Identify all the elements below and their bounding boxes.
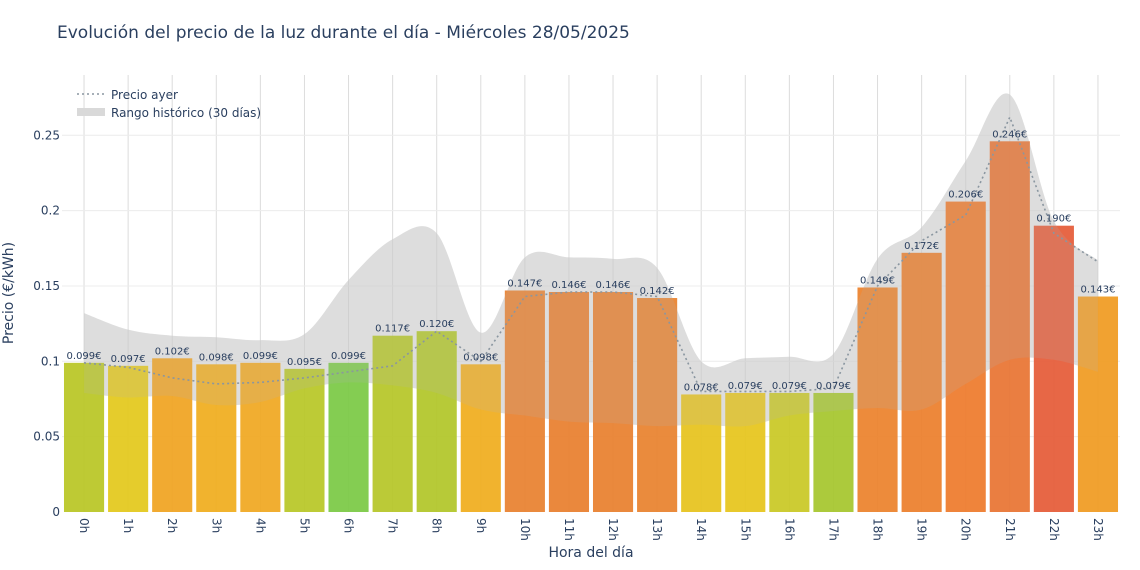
bar	[637, 298, 678, 512]
bar	[857, 287, 898, 512]
bar	[769, 392, 810, 512]
bar-value-label: 0.120€	[419, 319, 454, 330]
bar-value-label: 0.097€	[111, 354, 146, 365]
bar-value-label: 0.190€	[1036, 214, 1071, 225]
bar	[240, 362, 281, 512]
chart-title: Evolución del precio de la luz durante e…	[57, 23, 630, 43]
x-tick-label: 3h	[209, 518, 223, 533]
y-tick-label: 0	[52, 505, 60, 519]
y-axis-ticks: 0 0.05 0.1 0.15 0.2 0.25	[33, 128, 60, 519]
x-tick-label: 20h	[959, 518, 973, 541]
y-tick-label: 0.1	[41, 354, 60, 368]
bar	[548, 291, 590, 512]
bar	[460, 364, 501, 512]
bar-value-label: 0.079€	[816, 381, 851, 392]
x-tick-label: 17h	[826, 518, 840, 541]
y-tick-label: 0.25	[33, 128, 60, 142]
x-tick-label: 13h	[650, 518, 664, 541]
bar	[152, 358, 193, 512]
y-axis-title: Precio (€/kWh)	[1, 242, 17, 344]
bar	[725, 392, 766, 512]
x-tick-label: 10h	[518, 518, 532, 541]
x-tick-label: 4h	[253, 518, 267, 533]
y-tick-label: 0.2	[41, 204, 60, 218]
x-tick-label: 11h	[562, 518, 576, 541]
x-tick-label: 14h	[694, 518, 708, 541]
bar	[989, 141, 1030, 512]
x-tick-label: 2h	[165, 518, 179, 533]
legend-label-yesterday: Precio ayer	[111, 88, 178, 102]
bar-value-label: 0.079€	[772, 381, 807, 392]
bar-value-label: 0.117€	[375, 324, 410, 335]
x-axis-title: Hora del día	[548, 545, 633, 561]
bars	[63, 93, 1119, 513]
bar-value-label: 0.143€	[1080, 285, 1115, 296]
bar-value-label: 0.146€	[596, 280, 631, 291]
bar-value-label: 0.206€	[948, 190, 983, 201]
x-tick-label: 22h	[1047, 518, 1061, 541]
bar-value-label: 0.246€	[992, 129, 1027, 140]
bar	[813, 392, 854, 512]
x-tick-label: 15h	[738, 518, 752, 541]
x-tick-label: 9h	[474, 518, 488, 533]
bar-value-label: 0.098€	[463, 352, 498, 363]
bar	[284, 368, 325, 512]
bar-value-label: 0.142€	[640, 286, 675, 297]
bar-value-label: 0.147€	[507, 278, 542, 289]
x-tick-label: 5h	[297, 518, 311, 533]
legend-label-range: Rango histórico (30 días)	[111, 106, 261, 120]
y-tick-label: 0.15	[33, 279, 60, 293]
bar	[196, 364, 237, 512]
bar-value-label: 0.099€	[243, 351, 278, 362]
bar-value-label: 0.078€	[684, 382, 719, 393]
bar	[63, 362, 105, 512]
x-axis-ticks: 0h 1h 2h 3h 4h 5h 6h 7h 8h 9h 10h 11h 12h 13h 14h 15h 16…	[77, 518, 1105, 541]
bar	[681, 394, 722, 512]
x-tick-label: 16h	[782, 518, 796, 541]
bar	[1033, 225, 1074, 513]
x-tick-label: 6h	[342, 518, 356, 533]
bar	[328, 362, 369, 512]
bar-value-label: 0.098€	[199, 352, 234, 363]
historical-range-band	[84, 93, 1098, 427]
bar-value-label: 0.099€	[331, 351, 366, 362]
bar	[372, 335, 413, 512]
legend-band-swatch	[77, 108, 105, 116]
yesterday-price-line	[83, 115, 1099, 393]
bar	[901, 252, 942, 513]
bar	[416, 331, 457, 512]
bar-value-label: 0.146€	[551, 280, 586, 291]
x-tick-label: 18h	[871, 518, 885, 541]
x-tick-label: 0h	[77, 518, 91, 533]
yesterday-line	[83, 115, 1099, 393]
bar-value-label: 0.149€	[860, 275, 895, 286]
bar	[945, 201, 986, 512]
bar-value-label: 0.102€	[155, 346, 190, 357]
bar-value-labels: 0.099€ 0.097€ 0.102€ 0.098€ 0.099€ 0.095€ 0.09…	[67, 129, 1116, 393]
y-tick-label: 0.05	[33, 430, 60, 444]
legend: Precio ayer Rango histórico (30 días)	[77, 88, 261, 120]
x-tick-label: 19h	[915, 518, 929, 541]
x-tick-label: 21h	[1003, 518, 1017, 541]
historical-range-overlay	[84, 93, 1098, 427]
bar-value-label: 0.079€	[728, 381, 763, 392]
x-tick-label: 23h	[1091, 518, 1105, 541]
bar	[108, 365, 149, 512]
bar-value-label: 0.095€	[287, 357, 322, 368]
x-tick-label: 7h	[386, 518, 400, 533]
x-tick-label: 1h	[121, 518, 135, 533]
bar	[1077, 296, 1119, 512]
bar	[592, 291, 634, 512]
bar-value-label: 0.099€	[67, 351, 102, 362]
x-tick-label: 8h	[430, 518, 444, 533]
bar-value-label: 0.172€	[904, 241, 939, 252]
bar	[504, 290, 545, 512]
historical-range-area	[84, 93, 1098, 427]
x-tick-label: 12h	[606, 518, 620, 541]
